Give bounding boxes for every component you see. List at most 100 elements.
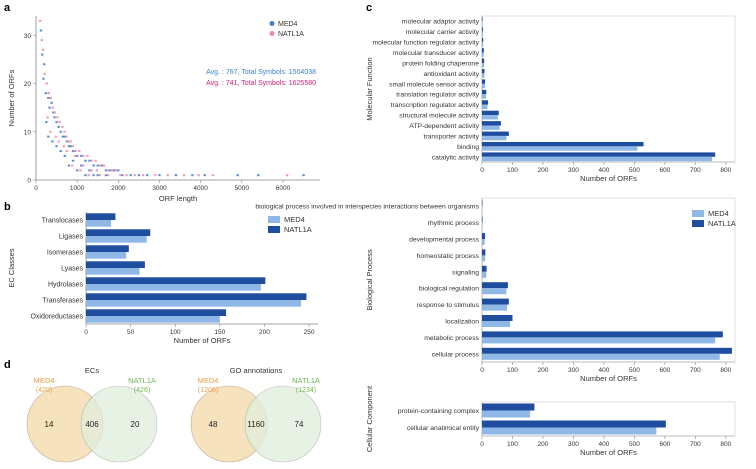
bar-med4 — [86, 300, 302, 307]
point-med4 — [80, 164, 83, 167]
bar-med4 — [482, 94, 486, 99]
point-med4 — [104, 169, 108, 172]
point-natl1a — [71, 164, 74, 167]
bar-med4 — [482, 206, 483, 213]
venn-right-label: NATL1A — [128, 376, 156, 385]
point-natl1a — [82, 164, 85, 167]
point-med4 — [84, 159, 87, 162]
category-label: molecular transducer activity — [393, 50, 480, 57]
point-med4 — [108, 169, 112, 172]
bar-med4 — [482, 115, 498, 120]
point-med4 — [59, 150, 62, 153]
x-tick-label: 100 — [507, 367, 518, 374]
point-natl1a — [106, 174, 110, 177]
bar-natl1a — [86, 213, 116, 220]
y-axis-title: EC Classes — [7, 248, 16, 287]
point-med4 — [203, 174, 206, 177]
bar-natl1a — [86, 245, 129, 252]
category-label: rhythmic process — [428, 220, 480, 227]
point-natl1a — [98, 174, 101, 177]
point-med4 — [47, 97, 50, 99]
point-med4 — [257, 174, 260, 177]
bar-med4 — [482, 239, 485, 245]
point-med4 — [52, 111, 55, 114]
point-natl1a — [58, 121, 62, 124]
bar-natl1a — [482, 110, 499, 116]
x-tick-label: 6000 — [276, 185, 291, 192]
point-med4 — [48, 106, 51, 109]
point-med4 — [117, 169, 120, 172]
point-med4 — [57, 125, 60, 128]
point-natl1a — [65, 150, 69, 153]
x-tick-label: 200 — [538, 441, 549, 448]
bar-natl1a — [482, 100, 489, 105]
x-tick-label: 400 — [598, 441, 609, 448]
venn-shared: 1160 — [247, 420, 265, 429]
category-label: signaling — [452, 269, 479, 276]
category-label: molecular function regulator activity — [372, 40, 479, 47]
point-natl1a — [133, 174, 136, 177]
bar-natl1a — [482, 89, 487, 95]
point-med4 — [65, 140, 69, 143]
y-tick-label: 20 — [24, 81, 32, 88]
point-med4 — [158, 174, 161, 177]
category-label: biological process involved in interspec… — [255, 204, 479, 211]
category-label: structural molecule activity — [399, 113, 479, 120]
bar-molecular-function: 0 100 200 300 400 500 600 700 800 Number of ORFs M… — [365, 15, 736, 183]
bar-med4 — [482, 62, 485, 68]
point-med4 — [92, 174, 95, 177]
bar-med4 — [86, 236, 147, 243]
venn-right-only: 20 — [131, 420, 140, 429]
point-natl1a — [67, 140, 70, 143]
point-med4 — [50, 101, 53, 104]
point-med4 — [63, 135, 67, 138]
category-label: translation regulator activity — [396, 92, 479, 99]
point-natl1a — [56, 116, 59, 119]
x-tick-label: 700 — [690, 441, 701, 448]
point-med4 — [42, 77, 45, 80]
annotation-avg-natl1a: Avg. : 741, Total Symbols: 1625580 — [206, 80, 316, 87]
bar-med4 — [482, 410, 531, 418]
legend-swatch-natl1a — [268, 226, 280, 233]
x-tick-label: 50 — [127, 329, 135, 336]
plot-frame — [481, 197, 736, 363]
point-natl1a — [110, 169, 114, 172]
venn-right-total: (1234) — [296, 387, 316, 394]
point-natl1a — [69, 140, 72, 143]
bar-med4 — [482, 104, 488, 110]
legend-label-natl1a: NATL1A — [708, 219, 736, 228]
point-med4 — [88, 169, 91, 172]
category-label: developmental process — [409, 237, 479, 244]
point-natl1a — [166, 174, 169, 177]
x-tick-label: 0 — [480, 367, 484, 374]
bar-natl1a — [482, 282, 508, 289]
x-tick-label: 0 — [84, 329, 88, 336]
point-natl1a — [54, 135, 57, 138]
x-tick-label: 800 — [720, 167, 731, 174]
point-med4 — [55, 121, 58, 124]
venn-left-total: (420) — [36, 387, 52, 394]
venn-circle-natl1a — [80, 385, 158, 463]
point-med4 — [84, 174, 87, 177]
legend-label-natl1a: NATL1A — [278, 31, 304, 38]
venn-right-total: (426) — [134, 387, 150, 394]
x-tick-label: 300 — [568, 367, 579, 374]
category-label: Translocases — [42, 218, 84, 225]
bar-natl1a — [482, 16, 483, 22]
panel-label-b: b — [4, 201, 11, 213]
point-natl1a — [47, 92, 50, 95]
x-tick-label: 100 — [507, 441, 518, 448]
venn-left-only: 48 — [209, 420, 218, 429]
legend-label-med4: MED4 — [278, 21, 298, 28]
point-med4 — [67, 164, 71, 167]
point-med4 — [63, 154, 67, 157]
legend-label-med4: MED4 — [284, 215, 305, 224]
y-tick-label: 0 — [27, 178, 31, 185]
category-label: cellular process — [432, 351, 480, 358]
panel-label-c: c — [366, 2, 372, 14]
point-med4 — [104, 174, 108, 177]
point-natl1a — [86, 154, 89, 157]
y-axis-title: Molecular Function — [365, 57, 374, 120]
bar-natl1a — [482, 141, 644, 147]
point-med4 — [61, 135, 64, 138]
